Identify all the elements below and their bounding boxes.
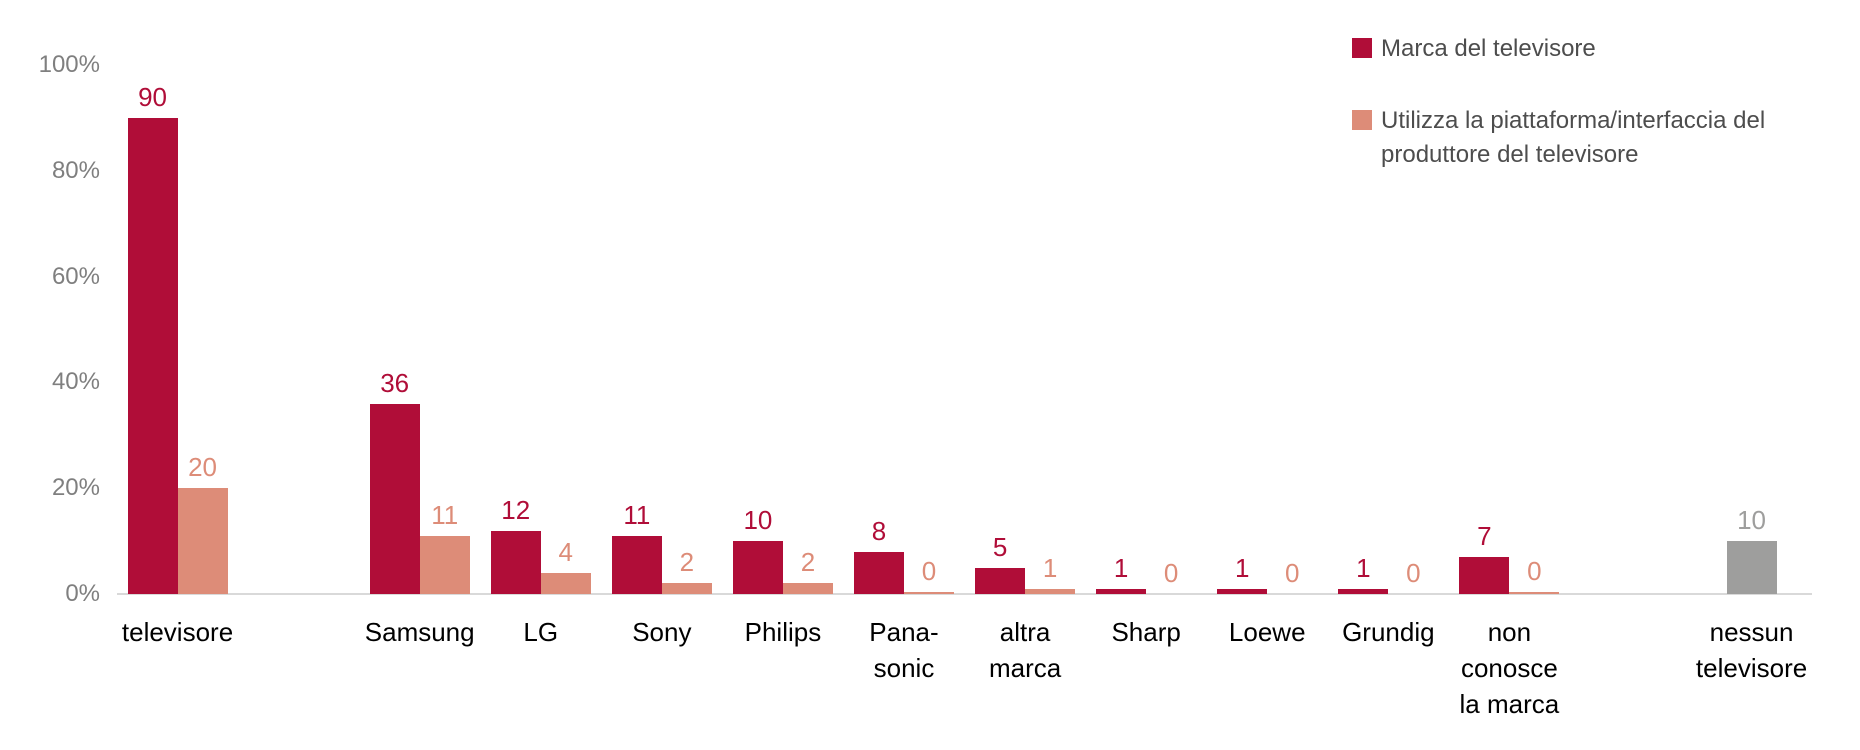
- bar-pana-sonic-series2: 0: [904, 558, 954, 594]
- y-axis-tick-label: 80%: [51, 156, 100, 184]
- category-label-grundig: Grundig: [1342, 617, 1435, 647]
- bar-value-label: 0: [1163, 558, 1179, 588]
- y-axis-tick-label: 60%: [51, 262, 100, 290]
- category-group-televisore: 90 20 televisore: [117, 65, 238, 647]
- y-axis: 0% 20% 40% 60% 80% 100%: [0, 51, 100, 607]
- bar-value-label: 1: [1235, 553, 1250, 583]
- bar-value-label: 2: [800, 547, 816, 577]
- bar-value-label: 1: [1356, 553, 1371, 583]
- legend-item-label: Marca del televisore: [1381, 35, 1596, 62]
- y-axis-tick-label: 20%: [51, 474, 100, 502]
- bar-non-conosce-la-marca-series1: 7: [1459, 523, 1510, 594]
- bar-samsung-series2: 11: [419, 502, 470, 594]
- y-axis-tick-label: 40%: [51, 368, 100, 396]
- category-label-lg: LG: [523, 617, 559, 647]
- bar-value-label: 90: [138, 82, 167, 112]
- bar-value-label: 1: [1042, 553, 1058, 583]
- bar-value-label: 2: [679, 547, 695, 577]
- category-label-sharp: Sharp: [1111, 617, 1181, 647]
- bar-lg-series2: 4: [540, 539, 591, 594]
- bar-philips-series1: 10: [732, 507, 783, 594]
- category-group-loewe: 1 0 Loewe: [1207, 65, 1328, 647]
- bar-philips-series2: 2: [782, 549, 833, 594]
- bar-value-label: 7: [1477, 521, 1492, 551]
- legend-item-label: Utilizza la piattaforma/interfaccia del …: [1381, 107, 1766, 168]
- bar-value-label: 4: [558, 537, 573, 567]
- bar-televisore-series2: 20: [177, 454, 228, 594]
- category-group-lg: 12 4 LG: [480, 65, 601, 647]
- bar-loewe-series1: 1: [1217, 555, 1268, 594]
- bar-value-label: 0: [1527, 556, 1542, 586]
- category-group-pana-sonic: 8 0 Pana- sonic: [843, 65, 964, 683]
- category-group-nessun-televisore: 10 nessun televisore: [1691, 65, 1812, 683]
- category-label-non-conosce-la-marca: non conosce la marca: [1459, 617, 1560, 719]
- category-label-televisore: televisore: [121, 617, 234, 647]
- bar-value-label: 10: [1737, 505, 1767, 535]
- legend-item-1: Marca del televisore: [1352, 32, 1842, 66]
- category-group-altra-marca: 5 1 altra marca: [965, 65, 1086, 683]
- bar-value-label: 12: [501, 495, 531, 525]
- bar-televisore-series1: 90: [127, 84, 178, 594]
- category-label-loewe: Loewe: [1228, 617, 1306, 647]
- bar-value-label: 10: [743, 505, 773, 535]
- x-axis-line: [117, 593, 1812, 595]
- category-label-altra-marca: altra marca: [988, 617, 1062, 683]
- bar-value-label: 0: [1285, 558, 1300, 588]
- category-group-samsung: 36 11 Samsung: [359, 65, 480, 647]
- bar-value-label: 20: [188, 452, 217, 482]
- bar-value-label: 36: [380, 368, 410, 398]
- bar-altra-marca-series2: 1: [1025, 555, 1076, 594]
- bar-value-label: 1: [1113, 553, 1129, 583]
- y-axis-tick-label: 100%: [38, 51, 100, 78]
- legend-item-2: Utilizza la piattaforma/interfaccia del …: [1352, 104, 1842, 172]
- bar-value-label: 11: [623, 500, 651, 530]
- category-label-pana-sonic: Pana- sonic: [869, 617, 939, 683]
- category-label-philips: Philips: [744, 617, 822, 647]
- category-label-samsung: Samsung: [364, 617, 475, 647]
- bar-value-label: 8: [871, 516, 887, 546]
- category-group-philips: 10 2 Philips: [722, 65, 843, 647]
- bar-sony-series2: 2: [661, 549, 712, 594]
- bar-value-label: 11: [431, 500, 459, 530]
- bar-samsung-series1: 36: [369, 370, 420, 594]
- bar-sharp-series1: 1: [1096, 555, 1147, 594]
- bar-pana-sonic-series1: 8: [854, 518, 904, 594]
- bar-grundig-series1: 1: [1338, 555, 1389, 594]
- bar-value-label: 5: [992, 532, 1008, 562]
- legend: Marca del televisore Utilizza la piattafo…: [1352, 32, 1842, 172]
- category-label-sony: Sony: [632, 617, 692, 647]
- y-axis-tick-label: 0%: [65, 580, 100, 607]
- legend-swatch-icon: [1352, 38, 1372, 58]
- category-label-nessun-televisore: nessun televisore: [1695, 617, 1808, 683]
- bar-value-label: 0: [1406, 558, 1421, 588]
- legend-swatch-icon: [1352, 110, 1372, 130]
- bar-sony-series1: 11: [611, 502, 662, 594]
- plot-area: 90 20 televisore 36 11 Samsung 12 4 LG 11 2 Sony 10 2…: [117, 65, 1812, 719]
- bar-nessun-televisore-series1: 10: [1726, 507, 1777, 594]
- category-group-sony: 11 2 Sony: [601, 65, 722, 647]
- spacer: [238, 65, 359, 594]
- bar-value-label: 0: [921, 556, 937, 586]
- category-group-sharp: 1 0 Sharp: [1086, 65, 1207, 647]
- category-group-non-conosce-la-marca: 7 0 non conosce la marca: [1449, 65, 1570, 719]
- category-group-grundig: 1 0 Grundig: [1328, 65, 1449, 647]
- bar-lg-series1: 12: [490, 497, 541, 594]
- bar-non-conosce-la-marca-series2: 0: [1509, 558, 1560, 594]
- bar-altra-marca-series1: 5: [975, 534, 1026, 594]
